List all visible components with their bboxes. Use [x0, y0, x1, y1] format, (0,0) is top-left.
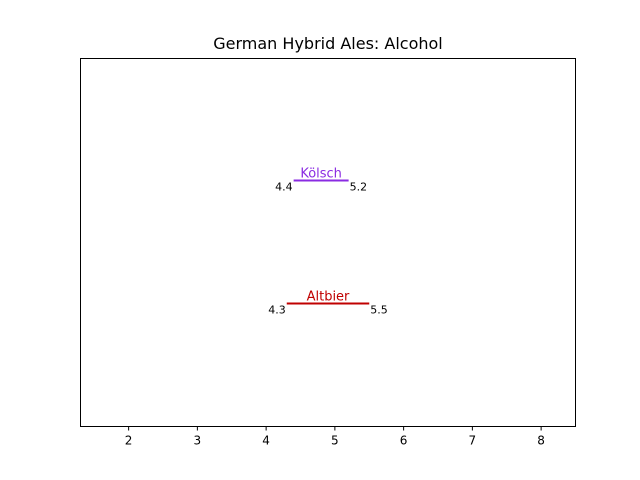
- range-name-label: Altbier: [307, 290, 350, 305]
- range-name-label: Kölsch: [300, 167, 342, 182]
- x-tick-label-6: 6: [400, 434, 408, 448]
- x-tick-label-7: 7: [469, 434, 477, 448]
- x-tick-label-2: 2: [125, 434, 133, 448]
- range-low-label: 4.4: [275, 181, 293, 194]
- plot-frame: [80, 58, 576, 427]
- range-high-label: 5.5: [370, 304, 388, 317]
- range-series-0: Kölsch 4.4 5.2: [275, 167, 367, 194]
- x-axis: 2 3 4 5 6 7 8: [125, 426, 545, 448]
- x-tick-label-3: 3: [194, 434, 202, 448]
- x-tick-label-4: 4: [262, 434, 270, 448]
- range-low-label: 4.3: [268, 304, 286, 317]
- range-series-1: Altbier 4.3 5.5: [268, 290, 388, 317]
- x-tick-label-8: 8: [537, 434, 545, 448]
- x-tick-label-5: 5: [331, 434, 339, 448]
- range-high-label: 5.2: [350, 181, 368, 194]
- series-layer: Kölsch 4.4 5.2 Altbier 4.3 5.5: [268, 167, 388, 317]
- chart-title: German Hybrid Ales: Alcohol: [213, 34, 442, 53]
